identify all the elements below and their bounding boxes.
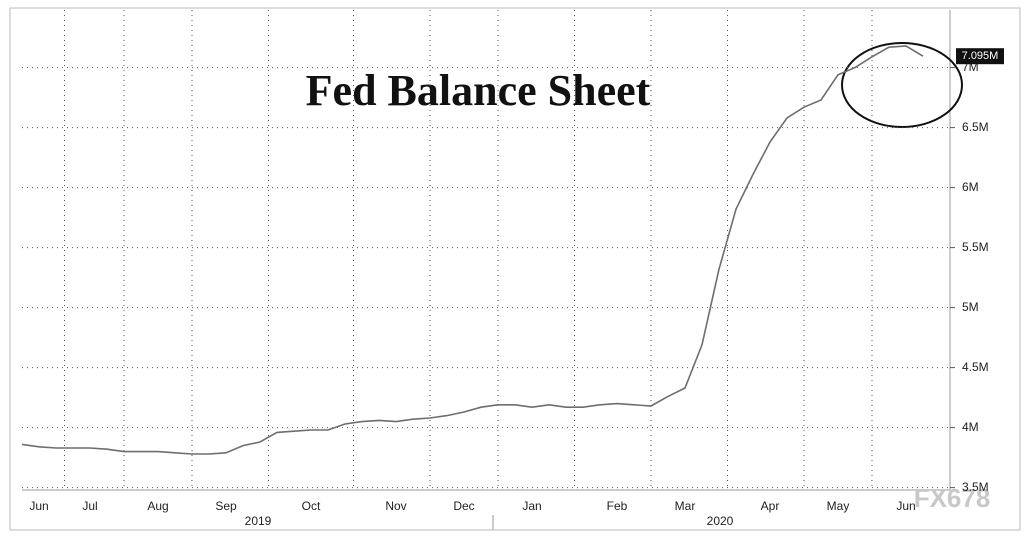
x-tick-label: Sep — [215, 499, 237, 513]
x-tick-label: Dec — [453, 499, 474, 513]
x-tick-label: Oct — [302, 499, 321, 513]
line-series — [21, 45, 924, 455]
x-tick-label: Mar — [675, 499, 696, 513]
frame — [9, 7, 1021, 531]
y-tick-label: 3.5M — [962, 480, 989, 494]
year-label: 2019 — [245, 514, 272, 528]
x-tick-label: Jan — [522, 499, 541, 513]
y-tick-label: 5.5M — [962, 240, 989, 254]
y-tick-label: 4M — [962, 420, 979, 434]
x-tick-label: Jun — [896, 499, 915, 513]
last-value-box — [956, 48, 1004, 65]
y-tick-label: 4.5M — [962, 360, 989, 374]
x-tick-label: Nov — [385, 499, 406, 513]
y-tick-label: 6.5M — [962, 120, 989, 134]
last-value-label: 7.095M — [962, 50, 999, 62]
x-tick-label: Jul — [82, 499, 97, 513]
x-tick-label: May — [827, 499, 850, 513]
chart-title: Fed Balance Sheet — [306, 66, 651, 115]
x-tick-label: Jun — [29, 499, 48, 513]
x-tick-label: Apr — [761, 499, 780, 513]
x-tick-label: Aug — [147, 499, 168, 513]
highlight-circle — [841, 42, 963, 128]
year-label: 2020 — [707, 514, 734, 528]
x-tick-label: Feb — [607, 499, 628, 513]
y-tick-label: 6M — [962, 180, 979, 194]
y-tick-label: 5M — [962, 300, 979, 314]
